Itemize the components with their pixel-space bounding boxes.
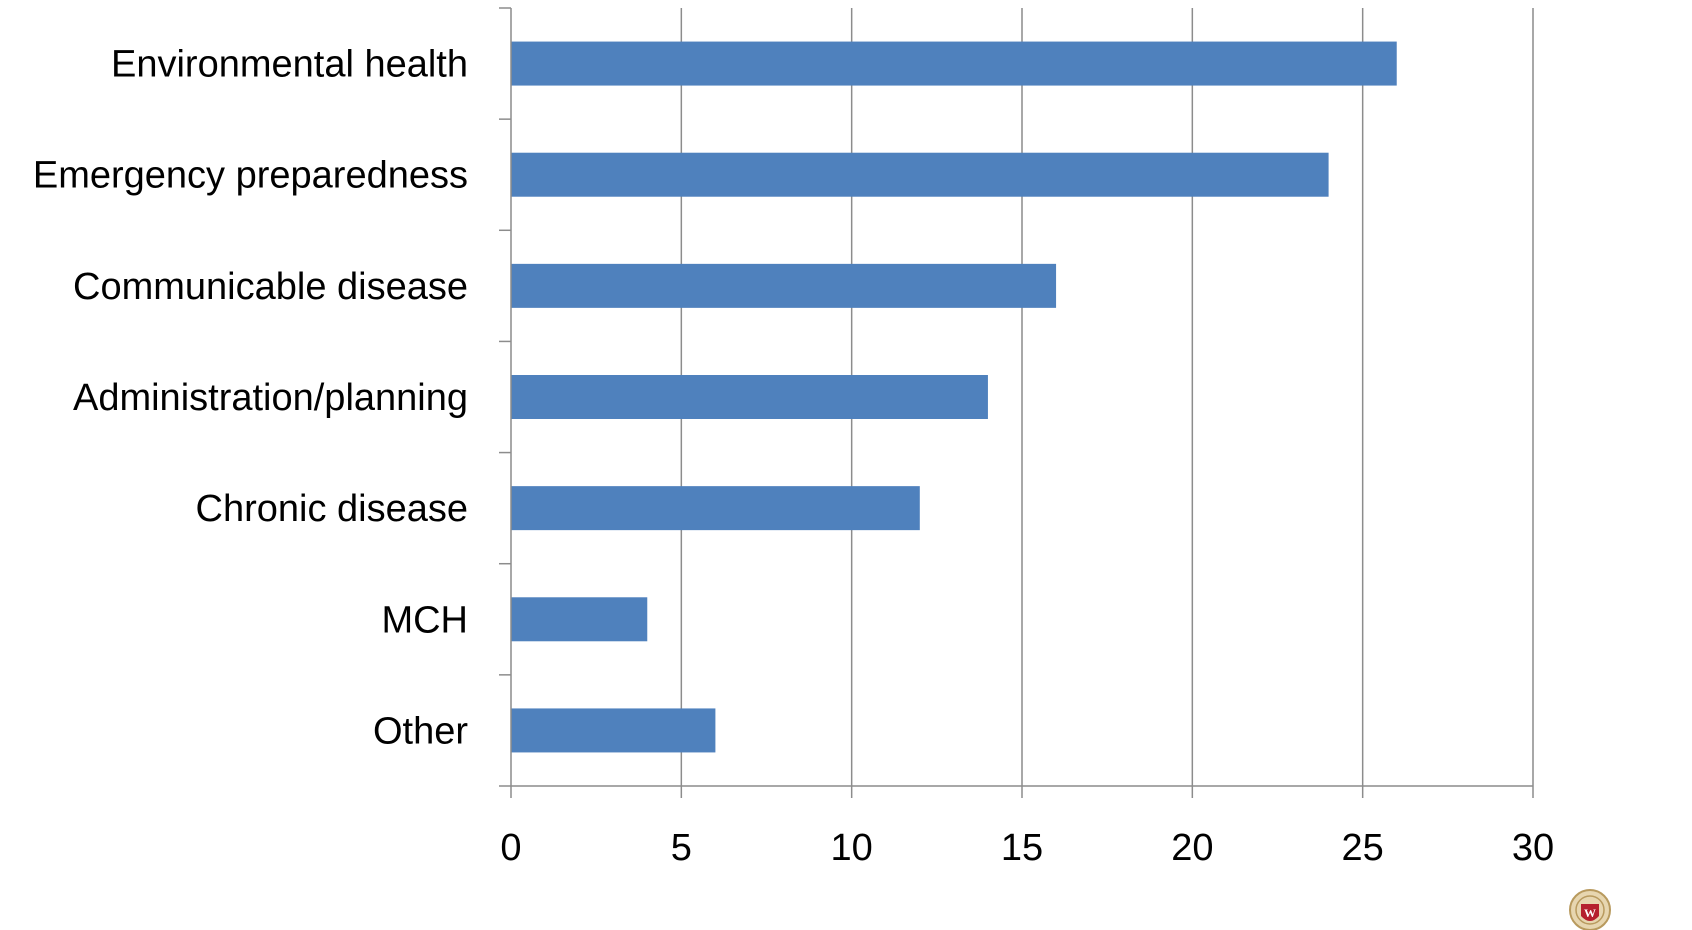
x-tick-label-20: 20 xyxy=(1171,827,1213,869)
bar-other xyxy=(511,708,716,753)
x-tick-label-30: 30 xyxy=(1512,827,1554,869)
category-label-0: Environmental health xyxy=(111,44,468,86)
x-tick-label-25: 25 xyxy=(1342,827,1384,869)
category-label-2: Communicable disease xyxy=(73,266,468,308)
x-tick-label-5: 5 xyxy=(671,827,692,869)
category-label-4: Chronic disease xyxy=(196,488,468,530)
seal-letter: W xyxy=(1584,906,1596,920)
gridlines xyxy=(680,8,1534,786)
category-label-5: MCH xyxy=(381,599,468,641)
bar-chronic-disease xyxy=(511,486,920,531)
x-tick-label-0: 0 xyxy=(500,827,521,869)
category-labels: Environmental health Emergency preparedne… xyxy=(33,44,468,753)
x-tick-label-15: 15 xyxy=(1001,827,1043,869)
axes xyxy=(499,7,1534,798)
x-tick-labels: 0 5 10 15 20 25 30 xyxy=(500,827,1554,869)
category-label-1: Emergency preparedness xyxy=(33,155,468,197)
bar-communicable-disease xyxy=(511,263,1057,308)
bars xyxy=(511,41,1397,753)
category-label-6: Other xyxy=(373,710,468,752)
category-label-3: Administration/planning xyxy=(73,377,468,419)
x-tick-label-10: 10 xyxy=(831,827,873,869)
bar-emergency-preparedness xyxy=(511,152,1329,197)
bar-mch xyxy=(511,597,648,642)
bar-environmental-health xyxy=(511,41,1397,86)
university-seal-icon: W xyxy=(1569,889,1611,930)
bar-administration-planning xyxy=(511,375,988,419)
